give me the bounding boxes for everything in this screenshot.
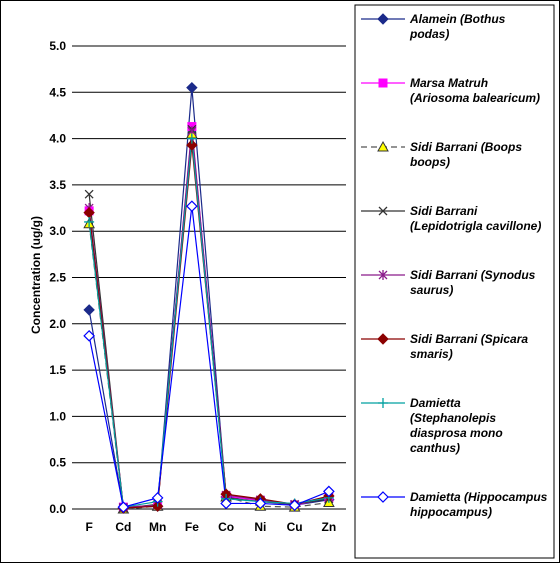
legend-label: canthus) <box>410 441 460 455</box>
y-tick-label: 3.0 <box>49 224 66 238</box>
legend-label: Damietta (Hippocampus <box>410 490 548 504</box>
legend-label: podas) <box>409 27 449 41</box>
legend-label: boops) <box>410 155 450 169</box>
legend-label: (Ariosoma balearicum) <box>410 91 540 105</box>
legend-marker <box>377 13 389 25</box>
series-line <box>88 87 329 509</box>
legend-box <box>354 4 555 559</box>
legend-marker <box>378 206 388 216</box>
y-tick-label: 3.5 <box>49 178 66 192</box>
data-point <box>220 497 232 510</box>
legend-label: Marsa Matruh <box>410 76 488 90</box>
y-tick-label: 4.5 <box>49 85 66 99</box>
x-tick-label: F <box>85 520 92 534</box>
legend-label: (Lepidotrigla cavillone) <box>410 219 541 233</box>
y-tick-label: 0.0 <box>49 502 66 516</box>
data-point <box>83 304 95 316</box>
legend-label: diasprosa mono <box>410 426 503 440</box>
series-lines <box>88 87 330 510</box>
legend-label: Alamein (Bothus <box>409 12 506 26</box>
y-tick-label: 5.0 <box>49 39 66 53</box>
data-point <box>84 216 95 227</box>
data-point <box>254 497 267 510</box>
x-tick-label: Cd <box>115 520 131 534</box>
y-tick-labels: 0.0 0.5 1.0 1.5 2.0 2.5 3.0 3.5 4.0 4.5 5.0 <box>49 39 66 516</box>
legend-label: Sidi Barrani <box>410 204 478 218</box>
y-tick-label: 2.0 <box>49 317 66 331</box>
data-point <box>84 189 94 199</box>
y-tick-label: 1.0 <box>49 409 66 423</box>
y-tick-label: 2.5 <box>49 271 66 285</box>
data-point <box>186 200 198 213</box>
data-point <box>288 499 301 512</box>
legend-label: Sidi Barrani (Synodus <box>410 268 536 282</box>
legend-marker <box>378 398 388 408</box>
x-tick-labels: F Cd Mn Fe Co Ni Cu Zn <box>85 520 336 534</box>
series-line <box>88 145 330 509</box>
legend-label: Damietta <box>410 396 461 410</box>
y-axis-title: Concentration (ug/g) <box>29 216 43 334</box>
legend-marker <box>377 333 389 345</box>
legend-item: Sidi Barrani(Lepidotrigla cavillone) <box>361 204 541 233</box>
data-point <box>117 501 130 513</box>
legend-label: hippocampus) <box>410 505 492 519</box>
data-point <box>186 139 198 151</box>
data-point <box>151 492 164 504</box>
series-line <box>88 138 329 508</box>
series-markers <box>83 81 335 514</box>
legend-label: smaris) <box>410 347 453 361</box>
x-tick-label: Cu <box>287 520 303 534</box>
legend-marker <box>377 140 389 152</box>
x-tick-label: Co <box>218 520 234 534</box>
x-tick-label: Mn <box>149 520 166 534</box>
legend-label: (Stephanolepis <box>410 411 496 425</box>
gridlines <box>72 45 346 510</box>
legend-item: Marsa Matruh(Ariosoma balearicum) <box>361 76 540 105</box>
legend-label: Sidi Barrani (Boops <box>410 140 522 154</box>
legend-marker <box>378 270 388 280</box>
y-tick-label: 1.5 <box>49 363 66 377</box>
legend-label: Sidi Barrani (Spicara <box>410 332 528 346</box>
legend-marker <box>378 78 388 88</box>
y-tick-label: 4.0 <box>49 132 66 146</box>
data-point <box>186 81 198 94</box>
data-point <box>83 329 95 342</box>
x-tick-label: Zn <box>322 520 337 534</box>
x-tick-label: Ni <box>254 520 266 534</box>
legend-marker <box>377 491 389 503</box>
data-point <box>323 485 335 498</box>
series-line <box>88 206 330 508</box>
y-tick-label: 0.5 <box>49 456 66 470</box>
data-point <box>186 133 197 144</box>
series-line <box>88 133 329 510</box>
x-tick-label: Fe <box>185 520 199 534</box>
legend-label: saurus) <box>410 283 453 297</box>
